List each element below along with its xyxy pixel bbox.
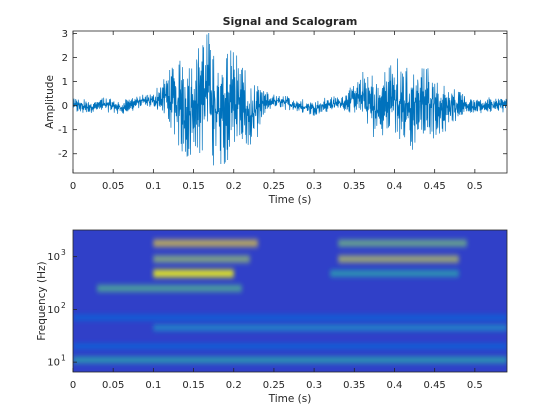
signal-panel: Signal and Scalogram 0 0.05 0.1 0.15 0.2 0.25… [44,15,508,206]
signal-x-tick-label: 0.2 [226,181,242,192]
scalogram-y-tick-exponent: 3 [61,248,66,257]
signal-x-tick-label: 0.25 [263,181,285,192]
signal-x-tick-label: 0.35 [343,181,365,192]
scalogram-bands [73,239,507,363]
scalogram-y-tick-exponent: 2 [61,301,66,310]
scalogram-x-ticks: 0 0.05 0.1 0.15 0.2 0.25 0.3 0.35 0.4 0.45 0.5 [70,368,483,391]
scalogram-x-tick-label: 0 [70,380,76,391]
scalogram-panel: 0 0.05 0.1 0.15 0.2 0.25 0.3 0.35 0.4 0.45 0.5 10 1… [36,229,508,405]
signal-axes-box [72,30,508,174]
signal-x-tick-label: 0.45 [424,181,446,192]
signal-y-tick-label: 0 [62,101,68,112]
signal-y-tick-label: -1 [58,125,68,136]
scalogram-y-tick-exponent: 1 [61,354,66,363]
signal-y-tick-label: 1 [62,77,68,88]
signal-x-tick-label: 0.5 [467,181,483,192]
scalogram-axes-box [72,229,508,373]
scalogram-y-tick-label: 10 [47,358,60,369]
scalogram-x-tick-label: 0.5 [467,380,483,391]
signal-line-group [73,33,507,166]
scalogram-y-axis-label: Frequency (Hz) [36,261,48,340]
scalogram-x-tick-label: 0.1 [145,380,161,391]
scalogram-band [330,270,459,277]
scalogram-x-axis-label: Time (s) [268,393,312,405]
scalogram-y-tick-label: 10 [47,305,60,316]
signal-y-tick-label: 3 [62,29,68,40]
signal-y-axis-label: Amplitude [44,75,56,129]
signal-x-tick-label: 0.4 [387,181,403,192]
signal-x-ticks: 0 0.05 0.1 0.15 0.2 0.25 0.3 0.35 0.4 0.45 0.5 [70,31,483,192]
scalogram-band [73,344,507,349]
scalogram-band [153,325,507,331]
scalogram-x-tick-label: 0.45 [424,380,446,391]
scalogram-x-tick-label: 0.4 [387,380,403,391]
scalogram-band [338,240,467,247]
scalogram-x-tick-label: 0.35 [343,380,365,391]
scalogram-band [153,256,250,263]
signal-x-tick-label: 0.3 [306,181,322,192]
signal-x-tick-label: 0.15 [182,181,204,192]
signal-y-tick-label: -2 [58,149,68,160]
signal-x-tick-label: 0.05 [102,181,124,192]
scalogram-x-tick-label: 0.25 [263,380,285,391]
scalogram-x-tick-label: 0.15 [182,380,204,391]
scalogram-band [97,285,242,292]
scalogram-x-tick-label: 0.2 [226,380,242,391]
scalogram-band [73,357,507,363]
scalogram-band [153,269,234,277]
signal-x-tick-label: 0.1 [145,181,161,192]
chart-title: Signal and Scalogram [223,15,358,28]
scalogram-band [73,315,507,320]
signal-x-tick-label: 0 [70,181,76,192]
scalogram-x-tick-label: 0.3 [306,380,322,391]
signal-series-line [73,33,507,166]
scalogram-x-tick-label: 0.05 [102,380,124,391]
scalogram-y-tick-label: 10 [47,252,60,263]
scalogram-band [153,239,258,247]
signal-y-tick-label: 2 [62,53,68,64]
signal-x-axis-label: Time (s) [268,194,312,206]
scalogram-band [338,255,459,263]
scalogram-background [73,230,507,372]
signal-y-ticks: -2 -1 0 1 2 3 [58,29,507,160]
